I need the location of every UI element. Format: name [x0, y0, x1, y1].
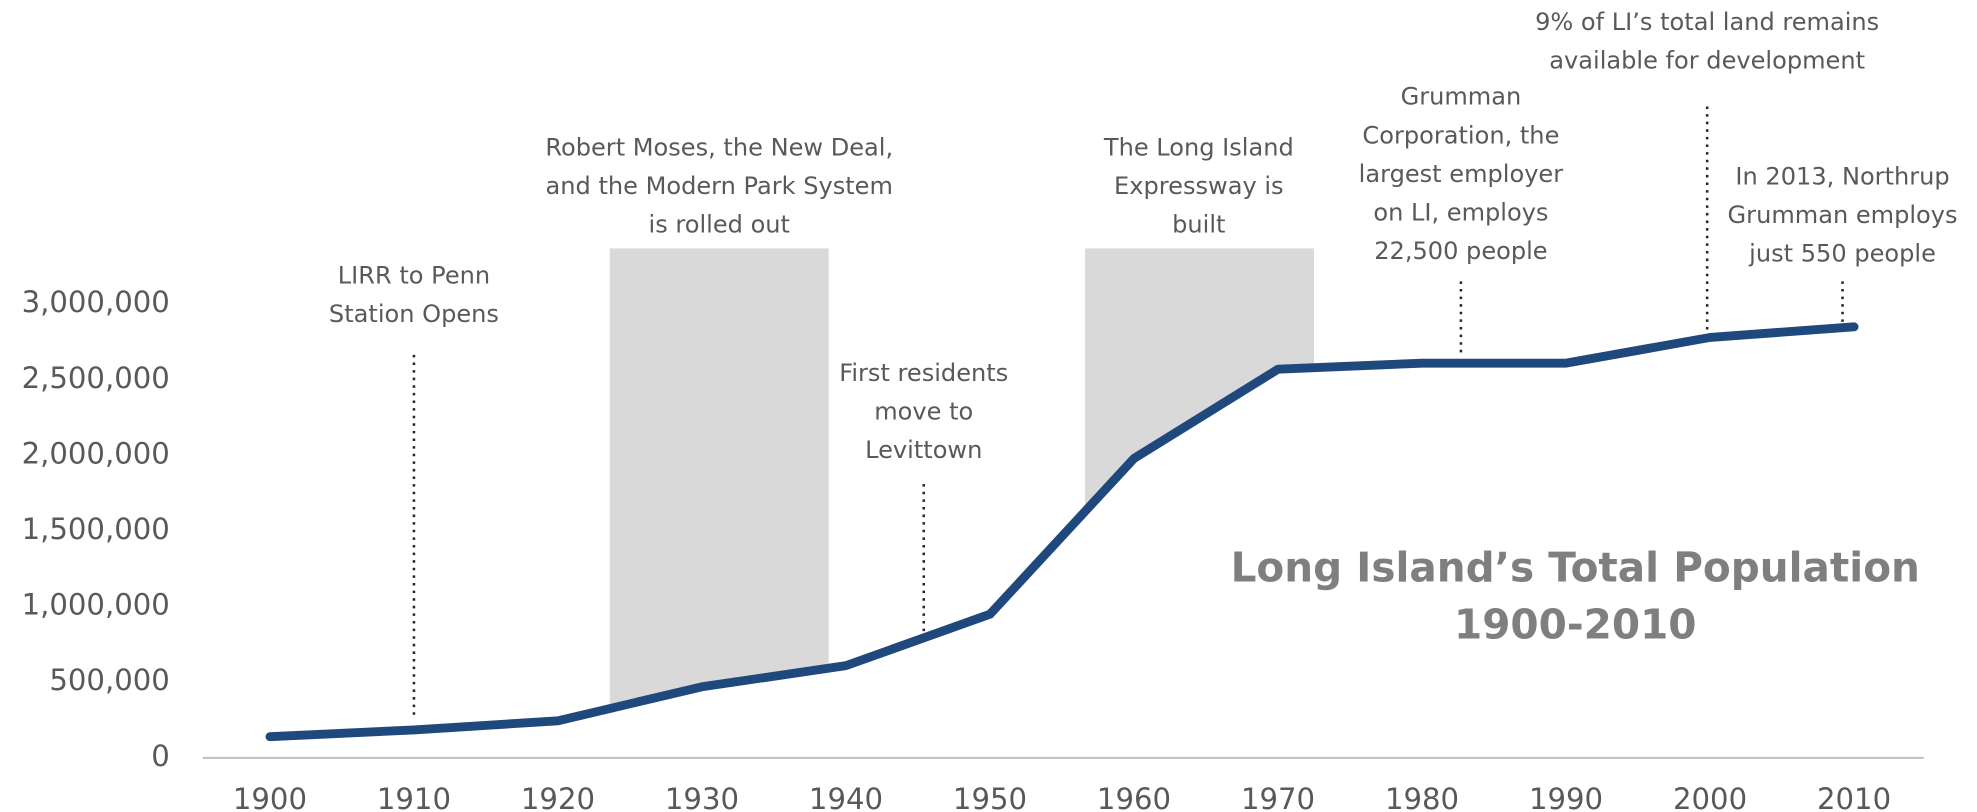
x-tick-label: 1940	[809, 782, 883, 812]
x-tick-label: 1960	[1097, 782, 1171, 812]
x-tick-label: 1920	[521, 782, 595, 812]
annotation-text: on LI, employs	[1373, 199, 1548, 227]
population-line	[265, 322, 1859, 742]
x-tick-label: 1950	[953, 782, 1027, 812]
annotation-text: available for development	[1549, 46, 1865, 74]
annotation-text: Station Opens	[329, 300, 499, 328]
shaded-period	[1085, 248, 1315, 512]
x-tick-label: 2000	[1673, 782, 1747, 812]
chart-subtitle: 1900-2010	[1454, 600, 1697, 648]
x-tick-label: 2010	[1817, 782, 1891, 812]
y-tick-label: 0	[151, 739, 170, 773]
annotation-text: In 2013, Northrup	[1735, 162, 1949, 190]
annotation-text: 9% of LI’s total land remains	[1535, 8, 1879, 36]
y-tick-label: 500,000	[49, 663, 169, 697]
x-tick-label: 1930	[665, 782, 739, 812]
annotation-text: First residents	[839, 359, 1008, 387]
annotation-text: built	[1172, 211, 1225, 239]
annotation-text: Corporation, the	[1362, 121, 1559, 149]
y-tick-label: 3,000,000	[22, 285, 170, 319]
y-tick-label: 2,000,000	[22, 436, 170, 470]
x-tick-label: 1970	[1241, 782, 1315, 812]
x-tick-label: 1990	[1529, 782, 1603, 812]
annotation-text: Grumman	[1401, 83, 1522, 111]
annotation-text: LIRR to Penn	[338, 261, 490, 289]
y-tick-label: 1,000,000	[22, 588, 170, 622]
annotation-text: just 550 people	[1748, 240, 1936, 268]
annotation-text: Levittown	[865, 436, 982, 464]
annotation-text: is rolled out	[649, 211, 790, 239]
annotation-text: Robert Moses, the New Deal,	[545, 133, 893, 161]
y-tick-label: 1,500,000	[22, 512, 170, 546]
annotation-text: 22,500 people	[1374, 237, 1547, 265]
annotation-text: move to	[874, 398, 973, 426]
annotation-text: largest employer	[1359, 160, 1564, 188]
shaded-period	[609, 248, 829, 709]
x-tick-label: 1980	[1385, 782, 1459, 812]
annotation-text: and the Modern Park System	[546, 172, 893, 200]
annotation-text: Grumman employs	[1728, 201, 1958, 229]
annotation-text: Expressway is	[1114, 172, 1284, 200]
chart-title: Long Island’s Total Population	[1231, 543, 1920, 591]
annotation-text: The Long Island	[1103, 133, 1294, 161]
x-tick-label: 1900	[233, 782, 307, 812]
x-tick-label: 1910	[377, 782, 451, 812]
y-tick-label: 2,500,000	[22, 361, 170, 395]
